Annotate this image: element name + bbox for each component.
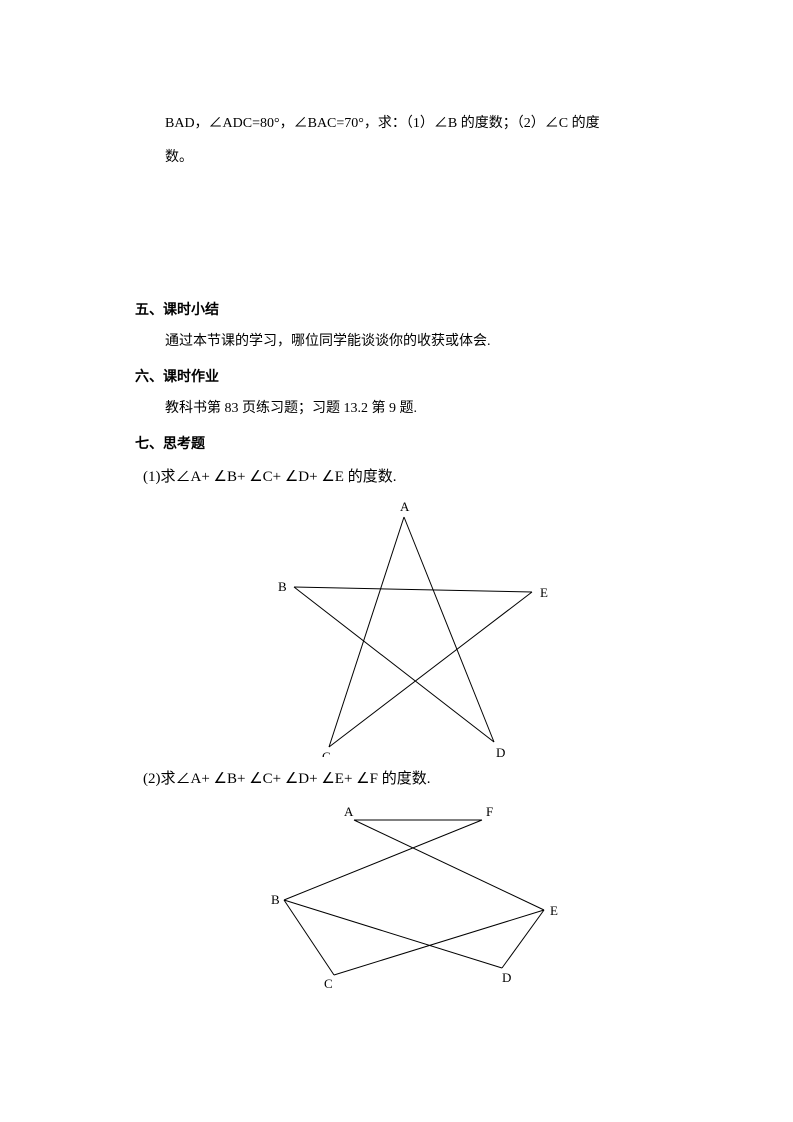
vertex-label-D: D [502, 970, 511, 985]
section-six-body: 教科书第 83 页练习题；习题 13.2 第 9 题. [165, 396, 673, 423]
top-fragment-line1: BAD，∠ADC=80°，∠BAC=70°，求：（1）∠B 的度数；（2）∠C … [165, 110, 673, 138]
vertex-label-A: A [400, 499, 410, 514]
edge-B-C [284, 900, 334, 975]
vertex-label-C: C [324, 976, 333, 990]
edge-A-D [404, 517, 494, 742]
star-figure-svg: A B C D E [224, 497, 584, 757]
edge-B-E [294, 587, 532, 592]
hex-figure-svg: A F B E C D [224, 800, 584, 990]
edge-E-D [502, 910, 544, 968]
vertex-label-B: B [271, 892, 280, 907]
edge-D-B [284, 900, 502, 968]
top-fragment-line2: 数。 [165, 144, 673, 172]
section-five-heading: 五、课时小结 [135, 298, 673, 325]
vertex-label-B: B [278, 579, 287, 594]
vertex-label-E: E [540, 585, 548, 600]
question-2: (2)求∠A+ ∠B+ ∠C+ ∠D+ ∠E+ ∠F 的度数. [143, 765, 673, 794]
edge-B-D [294, 587, 494, 742]
diagram-hex: A F B E C D [135, 800, 673, 990]
section-six-heading: 六、课时作业 [135, 365, 673, 392]
vertex-label-C: C [322, 749, 331, 757]
vertex-label-A: A [344, 804, 354, 819]
edge-F-B [284, 820, 482, 900]
section-five-body: 通过本节课的学习，哪位同学能谈谈你的收获或体会. [165, 329, 673, 356]
edge-C-E [329, 592, 532, 747]
vertex-label-D: D [496, 745, 505, 757]
spacer [135, 178, 673, 288]
question-1: (1)求∠A+ ∠B+ ∠C+ ∠D+ ∠E 的度数. [143, 463, 673, 492]
vertex-label-F: F [486, 804, 493, 819]
section-seven-heading: 七、思考题 [135, 432, 673, 459]
diagram-star: A B C D E [135, 497, 673, 757]
edge-C-E [334, 910, 544, 975]
edge-A-C [329, 517, 404, 747]
vertex-label-E: E [550, 903, 558, 918]
